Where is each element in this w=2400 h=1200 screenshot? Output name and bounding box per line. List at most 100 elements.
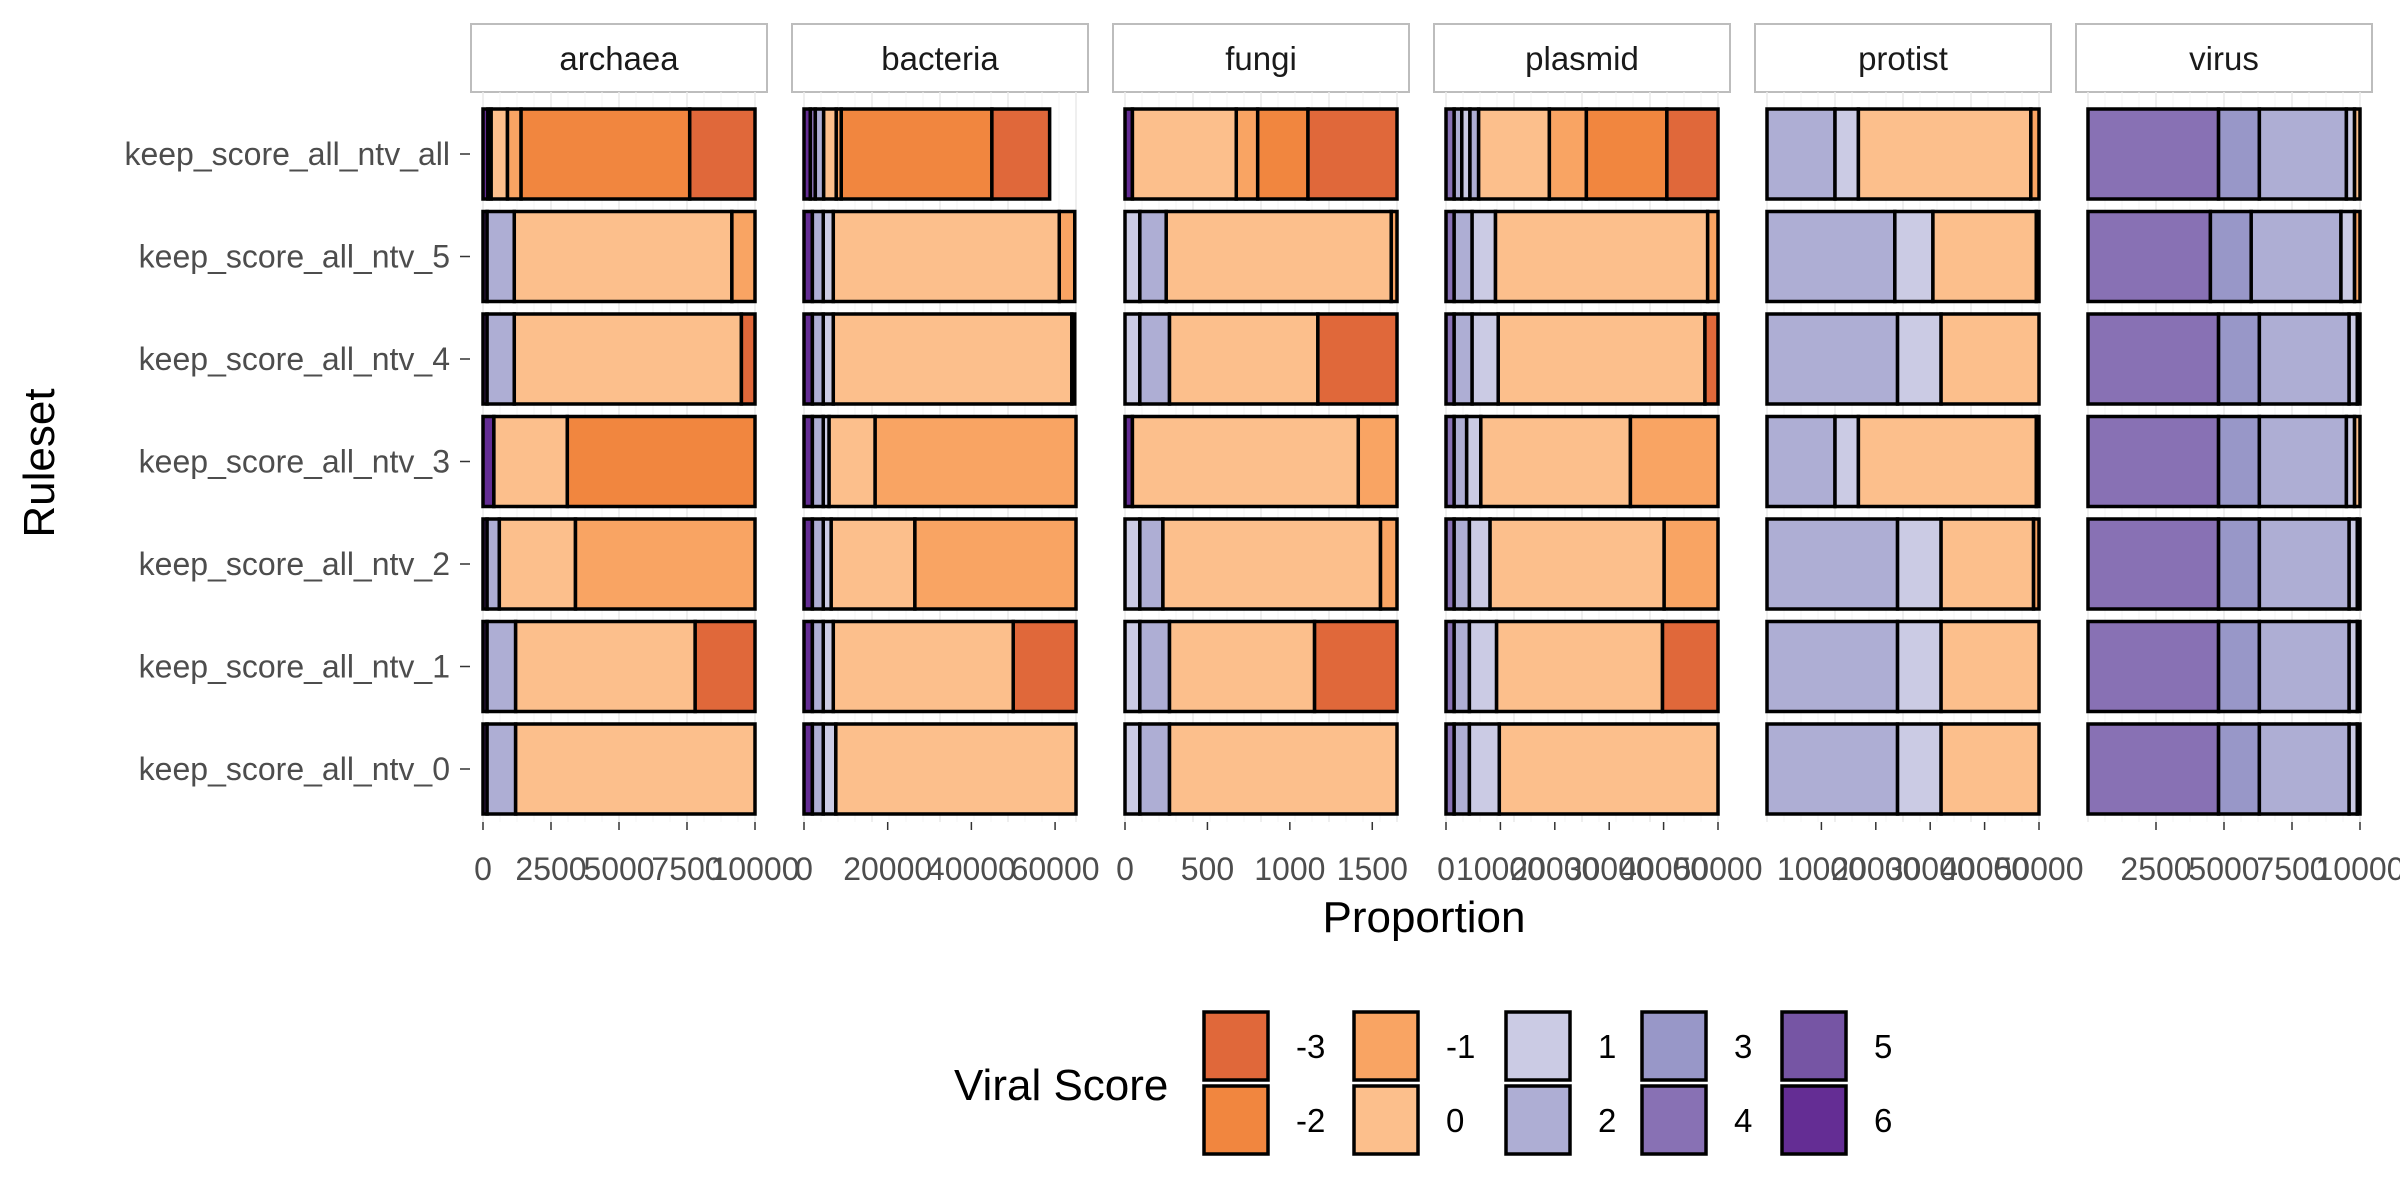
bar-row bbox=[802, 619, 1078, 714]
x-axis-title: Proportion bbox=[1322, 893, 1525, 942]
bar-segment bbox=[1123, 619, 1142, 714]
x-tick-label: 0 bbox=[1437, 851, 1455, 887]
bar-segment bbox=[513, 722, 757, 816]
legend-label: -2 bbox=[1296, 1102, 1325, 1139]
bar-segment bbox=[2086, 209, 2213, 304]
legend-label: 0 bbox=[1446, 1102, 1464, 1139]
bar-segment bbox=[1378, 517, 1399, 611]
bar-segment bbox=[1856, 107, 2033, 201]
bar-row bbox=[1444, 107, 1720, 201]
bar-segment bbox=[1138, 312, 1172, 406]
y-tick-label: keep_score_all_ntv_5 bbox=[139, 239, 450, 275]
y-tick-label: keep_score_all_ntv_4 bbox=[139, 341, 450, 377]
bar-segment bbox=[834, 722, 1078, 816]
bar-row bbox=[481, 414, 757, 509]
bar-segment bbox=[2216, 414, 2262, 509]
bar-segment bbox=[2216, 722, 2262, 816]
bar-segment bbox=[2257, 722, 2351, 816]
bar-segment bbox=[739, 312, 757, 406]
legend-key bbox=[1504, 1084, 1572, 1156]
bar-segment bbox=[1547, 107, 1589, 201]
legend-title: Viral Score bbox=[954, 1061, 1168, 1110]
bar-segment bbox=[839, 107, 994, 201]
bar-segment bbox=[1476, 107, 1552, 201]
bar-segment bbox=[1306, 107, 1399, 201]
bar-segment bbox=[1628, 414, 1720, 509]
bar-segment bbox=[1130, 414, 1361, 509]
x-tick-label: 30000 bbox=[1565, 851, 1654, 887]
bar-row bbox=[1765, 107, 2041, 201]
bar-segment bbox=[1138, 722, 1172, 816]
bar-segment bbox=[913, 517, 1078, 611]
bar-row bbox=[802, 312, 1077, 406]
bar-row bbox=[1765, 619, 2041, 714]
bar-segment bbox=[497, 517, 578, 611]
bar-segment bbox=[2257, 619, 2351, 714]
bar-segment bbox=[821, 722, 838, 816]
bar-segment bbox=[2208, 209, 2253, 304]
bar-segment bbox=[1167, 619, 1317, 714]
bar-row bbox=[1765, 414, 2041, 509]
legend-label: 4 bbox=[1734, 1102, 1752, 1139]
y-axis: keep_score_all_ntv_all keep_score_all_ntv… bbox=[124, 136, 470, 787]
bar-segment bbox=[1939, 312, 2041, 406]
bar-segment bbox=[1452, 517, 1472, 611]
bar-row bbox=[1765, 517, 2041, 611]
bar-row bbox=[2086, 517, 2362, 611]
x-tick-label: 40000 bbox=[927, 851, 1016, 887]
x-tick-label: 50000 bbox=[1674, 851, 1763, 887]
bar-segment bbox=[1895, 312, 1943, 406]
bar-segment bbox=[1467, 517, 1492, 611]
legend-label: 5 bbox=[1874, 1028, 1892, 1065]
bar-segment bbox=[1312, 619, 1399, 714]
bar-row bbox=[481, 722, 757, 816]
bar-segment bbox=[1765, 722, 1900, 816]
bar-segment bbox=[1496, 312, 1707, 406]
x-tick-label: 7500 bbox=[651, 851, 722, 887]
bar-segment bbox=[1493, 209, 1710, 304]
bar-segment bbox=[1316, 312, 1399, 406]
legend-label: -1 bbox=[1446, 1028, 1475, 1065]
bar-segment bbox=[2355, 722, 2362, 816]
legend-key bbox=[1780, 1084, 1848, 1156]
bar-segment bbox=[1765, 107, 1837, 201]
legend-key bbox=[1640, 1010, 1708, 1082]
bar-row bbox=[1444, 312, 1720, 406]
bar-segment bbox=[1833, 414, 1861, 509]
bar-segment bbox=[485, 517, 502, 611]
strip-label: protist bbox=[1858, 40, 1948, 77]
bar-row bbox=[2086, 209, 2362, 304]
bar-segment bbox=[1584, 107, 1669, 201]
bar-segment bbox=[2086, 722, 2221, 816]
bar-row bbox=[802, 722, 1078, 816]
bar-row bbox=[1444, 517, 1720, 611]
bar-segment bbox=[485, 312, 517, 406]
bar-segment bbox=[1452, 414, 1469, 509]
bar-segment bbox=[1255, 107, 1310, 201]
bar-segment bbox=[693, 619, 757, 714]
strip-box bbox=[2075, 23, 2373, 93]
legend-key bbox=[1352, 1010, 1420, 1082]
bar-row bbox=[2086, 722, 2362, 816]
bar-segment bbox=[2355, 619, 2362, 714]
strip-label: bacteria bbox=[881, 40, 999, 77]
x-tick-label: 0 bbox=[1116, 851, 1134, 887]
bar-row bbox=[481, 312, 757, 406]
bar-row bbox=[2086, 414, 2362, 509]
bar-segment bbox=[1939, 619, 2041, 714]
bar-segment bbox=[1494, 619, 1665, 714]
bar-segment bbox=[1665, 107, 1720, 201]
bar-segment bbox=[2034, 414, 2041, 509]
x-tick-label: 20000 bbox=[1510, 851, 1599, 887]
bar-segment bbox=[1130, 107, 1239, 201]
bar-segment bbox=[1389, 209, 1399, 304]
bar-segment bbox=[990, 107, 1052, 201]
bar-segment bbox=[485, 722, 518, 816]
x-tick-label: 10000 bbox=[1456, 851, 1545, 887]
x-tick-label: 7500 bbox=[2256, 851, 2327, 887]
bar-segment bbox=[1164, 209, 1393, 304]
